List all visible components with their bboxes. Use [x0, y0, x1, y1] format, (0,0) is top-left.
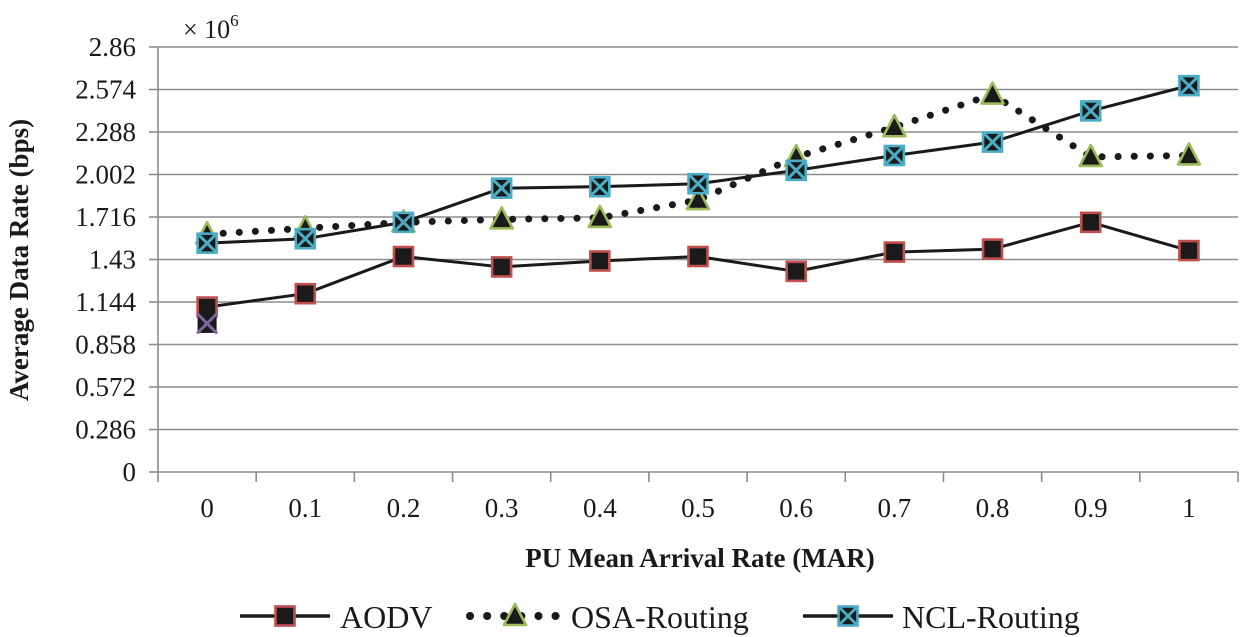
y-tick-label: 0.286 — [75, 415, 136, 445]
x-tick-label: 0.8 — [976, 493, 1010, 523]
series-layer — [194, 74, 1202, 335]
y-tick-labels: 0 0.286 0.572 0.858 1.144 1.43 1.716 2.002 2.288… — [75, 32, 136, 487]
data-point — [1178, 74, 1200, 97]
x-tick-label: 1 — [1182, 493, 1196, 523]
data-point — [196, 312, 219, 335]
legend-item-ncl-routing: NCL-Routing — [803, 599, 1080, 635]
legend-item-osa-routing: OSA-Routing — [466, 599, 749, 635]
y-tick-label: 2.574 — [75, 75, 136, 105]
data-point — [294, 282, 317, 305]
data-point — [785, 260, 807, 283]
x-tick-labels: 0 0.1 0.2 0.3 0.4 0.5 0.6 0.7 0.8 0.9 1 — [200, 493, 1195, 523]
legend-marker — [502, 602, 528, 627]
y-tick-label: 1.144 — [75, 287, 136, 317]
data-point — [392, 245, 415, 268]
y-multiplier-exponent: 6 — [230, 11, 239, 30]
legend-label: NCL-Routing — [902, 599, 1080, 635]
data-point — [981, 238, 1004, 260]
series-aodv — [196, 211, 1200, 318]
data-point — [587, 204, 613, 229]
legend-label: OSA-Routing — [571, 599, 749, 635]
data-point — [196, 232, 218, 254]
data-point — [687, 172, 709, 195]
x-tick-label: 0.7 — [877, 493, 911, 523]
x-tick-label: 0.9 — [1074, 493, 1108, 523]
y-tick-label: 0.572 — [75, 372, 136, 402]
data-point — [1078, 143, 1104, 168]
data-point — [883, 241, 906, 263]
data-point — [981, 131, 1004, 153]
data-point — [196, 296, 218, 318]
x-tick-label: 0.4 — [583, 493, 617, 523]
data-point — [882, 113, 907, 138]
data-point — [980, 81, 1005, 105]
y-tick-label: 1.43 — [89, 245, 136, 275]
series-osa-routing — [194, 81, 1202, 245]
series-line — [203, 91, 1193, 238]
legend-marker — [274, 605, 296, 627]
y-tick-label: 2.288 — [75, 117, 136, 147]
data-point — [1176, 142, 1202, 166]
x-tick-label: 0 — [200, 493, 214, 523]
x-axis-title: PU Mean Arrival Rate (MAR) — [525, 543, 874, 573]
x-tick-label: 0.1 — [288, 493, 322, 523]
data-point — [294, 227, 317, 250]
y-multiplier-label: × 106 — [183, 11, 239, 44]
data-point — [589, 250, 611, 272]
data-point — [883, 144, 906, 167]
data-point — [1178, 239, 1200, 262]
data-point — [489, 206, 514, 230]
y-tick-label: 2.002 — [75, 160, 136, 190]
data-point — [589, 175, 611, 198]
y-tick-label: 0 — [123, 457, 137, 487]
data-point — [785, 159, 807, 182]
x-tick-label: 0.3 — [485, 493, 519, 523]
x-tick-label: 0.2 — [387, 493, 421, 523]
y-tick-label: 0.858 — [75, 330, 136, 360]
data-point — [685, 186, 711, 211]
series-line — [207, 84, 1190, 245]
legend-item-aodv: AODV — [240, 599, 432, 635]
data-point — [392, 211, 415, 234]
y-tick-label: 2.86 — [89, 32, 136, 62]
data-point — [687, 245, 709, 268]
data-point — [1079, 100, 1102, 122]
x-tick-label: 0.6 — [779, 493, 813, 523]
data-point — [1079, 211, 1102, 234]
x-tick-label: 0.5 — [681, 493, 715, 523]
legend-label: AODV — [340, 599, 432, 635]
data-point — [490, 177, 513, 199]
legend: AODV OSA-Routing NCL-Routing — [240, 599, 1080, 635]
legend-marker — [837, 605, 859, 627]
series-ncl-routing — [196, 74, 1200, 254]
grid-lines — [158, 46, 1238, 431]
y-tick-label: 1.716 — [75, 202, 136, 232]
data-point — [490, 256, 513, 278]
y-axis-title: Average Data Rate (bps) — [4, 119, 34, 401]
axes — [149, 46, 1239, 482]
